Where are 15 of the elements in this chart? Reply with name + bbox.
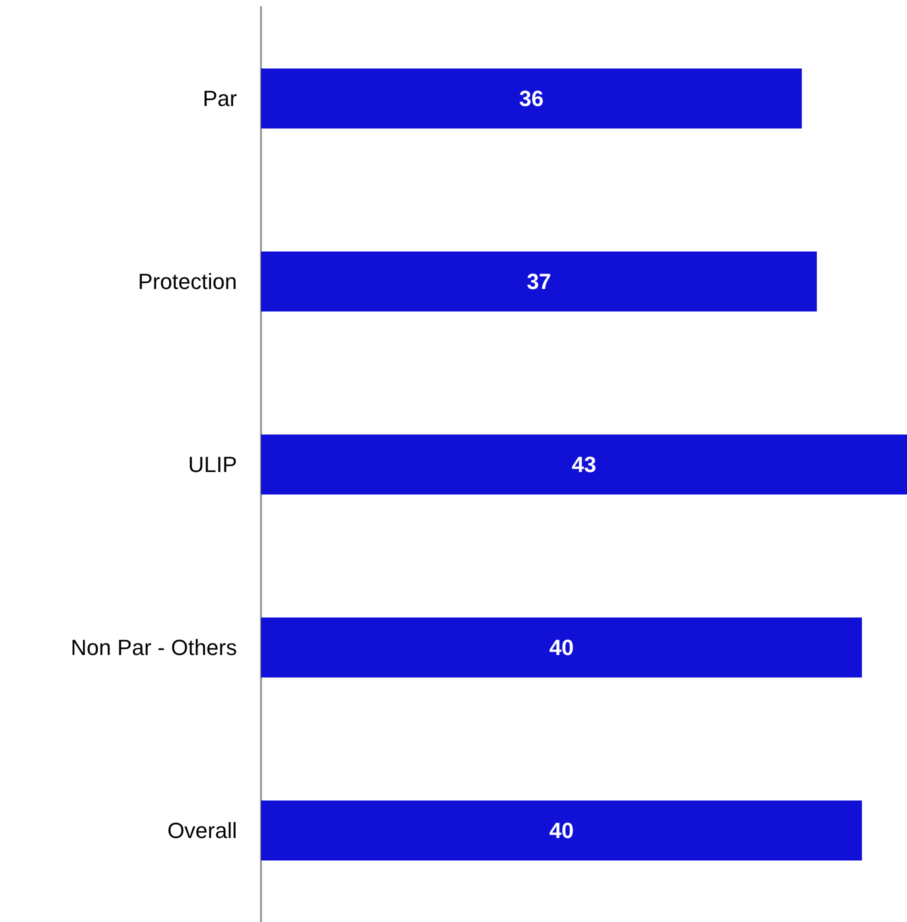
y-tick-label: ULIP — [188, 452, 237, 477]
y-tick-label: Overall — [167, 818, 237, 843]
y-tick-label: Non Par - Others — [70, 635, 237, 660]
data-label: 36 — [519, 86, 544, 111]
bar — [261, 618, 862, 678]
bar — [261, 434, 907, 494]
data-label: 43 — [572, 452, 596, 477]
bar — [261, 800, 862, 860]
bar — [261, 68, 802, 128]
data-label: 40 — [549, 818, 574, 843]
data-label: 37 — [526, 269, 552, 294]
y-tick-label: Protection — [138, 269, 237, 294]
bar — [261, 252, 817, 312]
y-tick-label: Par — [202, 86, 237, 111]
data-label: 40 — [549, 635, 574, 660]
